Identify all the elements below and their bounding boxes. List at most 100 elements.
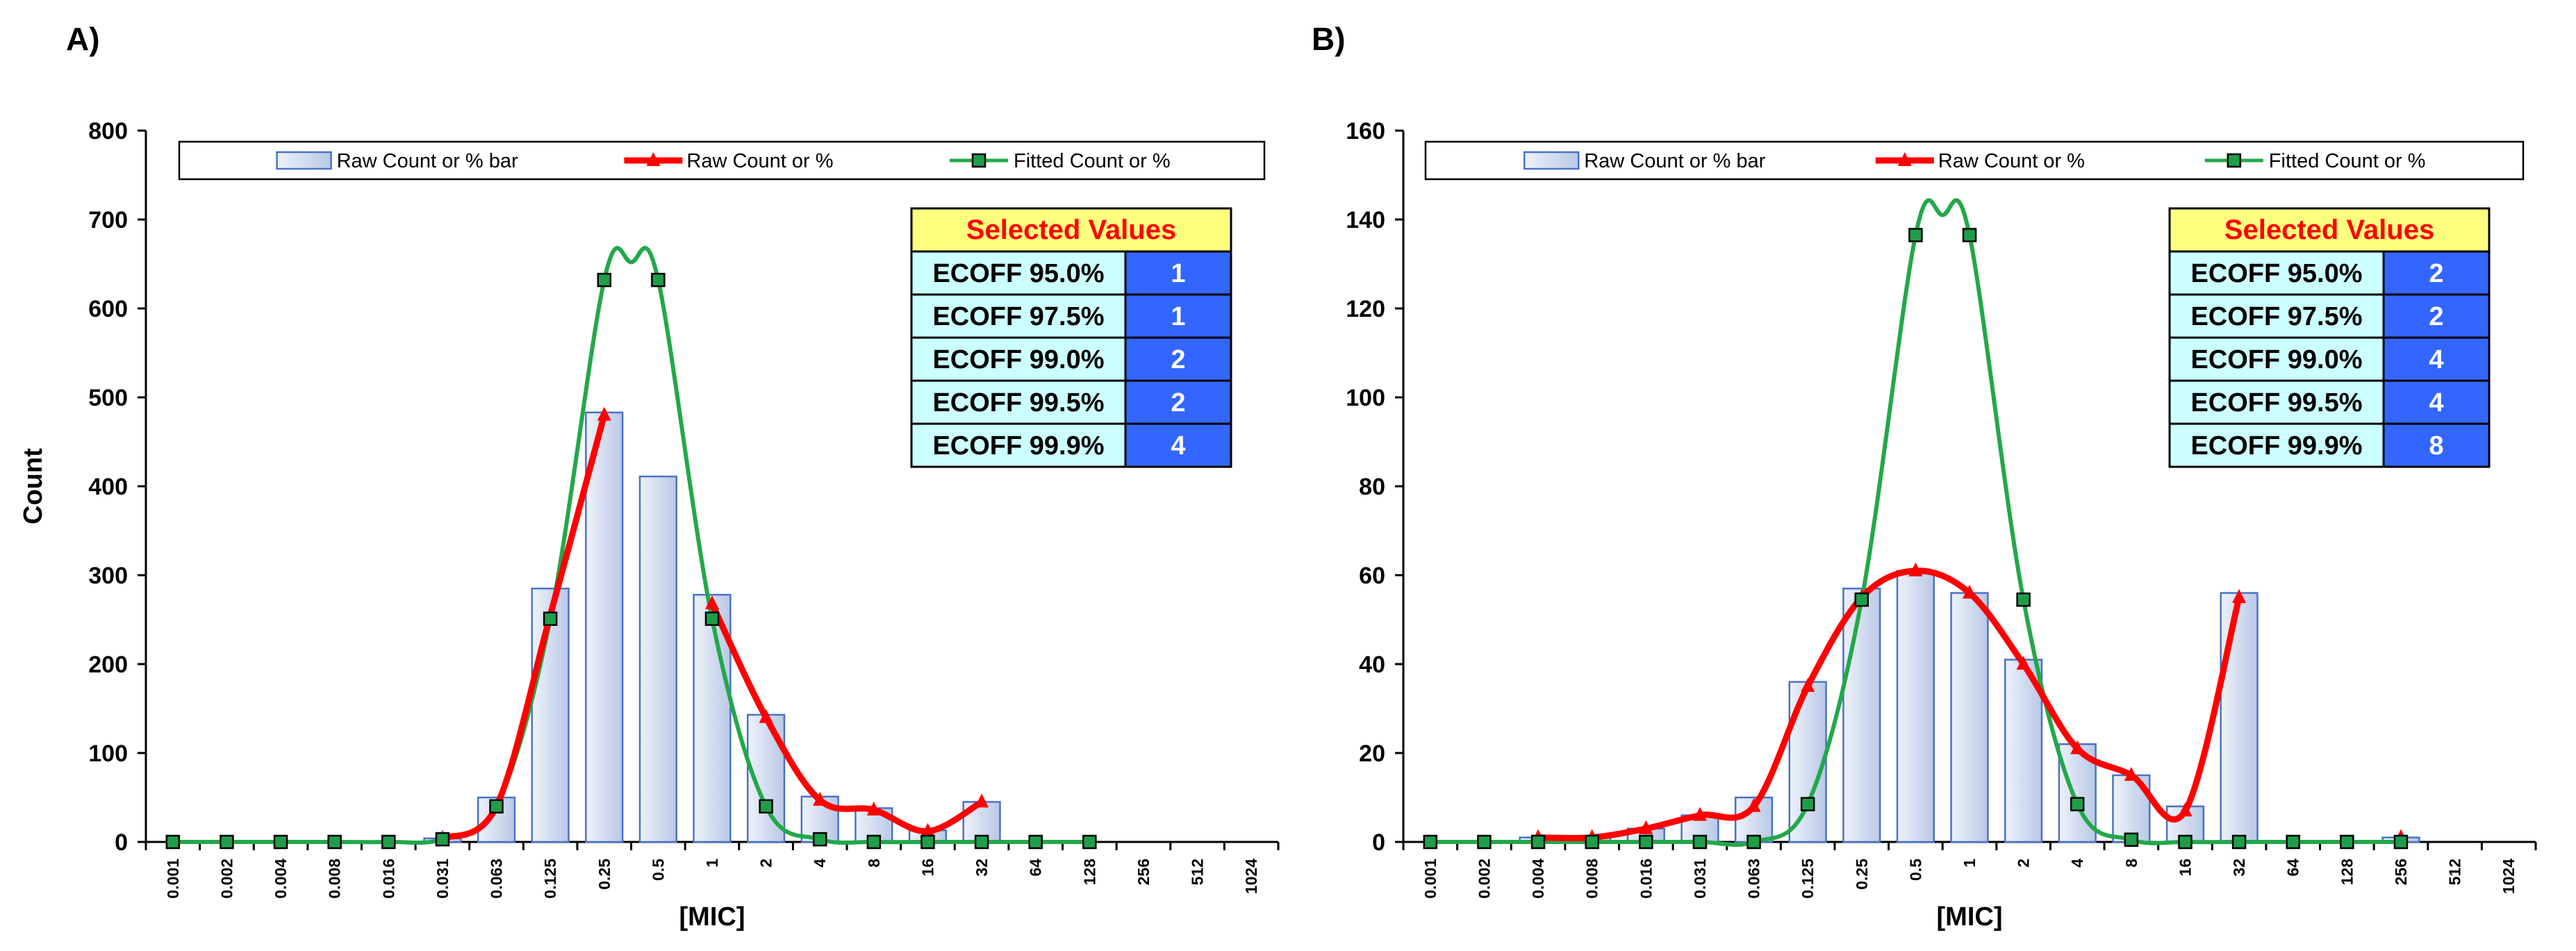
fitted-point-marker [2070,797,2085,811]
x-tick-label: 4 [811,859,829,868]
raw-point-marker [705,595,719,609]
panel-label: A) [66,21,100,57]
y-tick-label: 60 [1359,563,1385,589]
raw-point-marker [813,791,827,806]
y-tick-label: 0 [115,829,128,856]
fitted-point-marker [1800,797,1815,811]
x-tick-label: 0.001 [1421,859,1439,899]
legend-box [1424,140,2525,181]
selected-values-table: Selected Values ECOFF 95.0% 2 ECOFF 97.5% 2 E… [2168,207,2491,468]
fitted-point-marker [2231,834,2247,850]
histogram-bar [1788,681,1827,843]
table-row-label: ECOFF 97.5% [932,302,1104,331]
y-tick-label: 700 [88,207,128,233]
table-row-label: ECOFF 99.5% [932,388,1104,417]
raw-point-marker [1801,678,1815,692]
histogram-bar [477,796,516,843]
y-tick-label: 160 [1346,118,1385,144]
legend-entry-bar: Raw Count or % bar [337,150,518,172]
fitted-point-marker [1082,834,1097,850]
y-tick-label: 300 [88,563,128,589]
fitted-point-marker [1639,834,1653,850]
x-tick-label: 0.25 [1853,859,1871,890]
chart-panel-a: A) 0 100 200 300 400 500 600 700 800 0.001 0.002 0.0… [19,21,1280,932]
fitted-point-marker [1962,228,1977,242]
x-tick-label: 64 [2284,859,2302,877]
x-tick-label: 1 [1960,859,1979,868]
table-label-cell [910,422,1127,468]
chart-panel-b: B) 0 20 40 60 80 100 120 140 160 0.001 0.002 0.004 0.… [1312,21,2537,932]
fitted-point-marker [273,834,288,850]
table-label-cell [2168,422,2385,468]
raw-point-marker [975,793,989,808]
x-tick-label: 0.063 [488,859,506,899]
fitted-point-marker [651,272,666,288]
table-row-value: 1 [1171,302,1185,331]
legend-fit-marker [971,153,986,168]
x-axis-title: [MIC] [1937,902,2003,932]
legend-bar-swatch [1523,151,1580,170]
x-tick-label: 16 [2176,859,2194,877]
selected-values-table: Selected Values ECOFF 95.0% 1 ECOFF 97.5% 1 E… [910,207,1232,468]
histogram-bar [531,587,570,843]
fitted-point-marker [435,832,450,847]
table-row-value: 2 [1171,345,1185,374]
x-tick-label: 1 [703,859,721,868]
histogram-bar [638,475,678,843]
table-title: Selected Values [966,215,1176,245]
x-tick-label: 32 [973,859,991,877]
fitted-point-marker [1530,834,1546,850]
table-row-value: 2 [1171,388,1185,417]
y-tick-label: 0 [1372,829,1385,856]
histogram-bar [2220,592,2259,843]
x-tick-label: 0.5 [649,859,667,881]
raw-point-marker [920,822,935,837]
table-row-value: 4 [1171,431,1185,461]
histogram-bar [585,411,624,843]
fitted-point-marker [2178,834,2193,850]
fitted-point-marker [2340,834,2354,850]
raw-point-marker [2124,767,2138,781]
table-row-label: ECOFF 95.0% [932,259,1104,288]
x-tick-label: 0.031 [434,859,452,899]
raw-point-marker [1639,820,1653,834]
x-tick-label: 0.004 [272,859,290,899]
table-row-value: 1 [1171,259,1185,288]
fitted-point-marker [1747,834,1761,850]
y-tick-label: 800 [88,118,128,144]
x-tick-label: 0.125 [1799,859,1817,899]
fitted-point-marker [489,799,504,814]
x-tick-label: 1024 [1242,859,1260,894]
fitted-point-marker [543,611,558,626]
table-value-cell [2382,379,2491,425]
table-label-cell [2168,250,2385,296]
x-tick-label: 2 [2015,859,2033,868]
y-tick-label: 20 [1359,741,1385,767]
raw-curve [439,412,608,842]
x-tick-label: 16 [918,859,936,877]
fitted-point-marker [1585,834,1599,850]
table-value-cell [1124,336,1232,382]
table-row-value: 8 [2429,431,2443,461]
table-row-label: ECOFF 99.0% [932,345,1104,374]
legend-bar-swatch [276,151,332,170]
legend: Raw Count or % bar Raw Count or % Fitted C… [178,140,1266,181]
legend-entry-fit: Fitted Count or % [1014,150,1171,172]
x-tick-label: 256 [2392,859,2410,885]
fitted-point-marker [974,834,989,850]
table-row-value: 4 [2429,388,2443,417]
table-label-cell [910,336,1127,382]
fitted-point-marker [220,834,234,850]
legend-raw-marker [646,152,661,166]
legend-entry-fit: Fitted Count or % [2269,150,2426,172]
y-tick-label: 40 [1359,652,1385,678]
table-value-cell [1124,422,1232,468]
fitted-point-marker [1423,834,1438,850]
legend: Raw Count or % bar Raw Count or % Fitted C… [1424,140,2525,181]
table-label-cell [910,379,1127,425]
panel-label: B) [1312,21,1346,57]
fitted-point-marker [1908,228,1923,242]
x-tick-label: 4 [2068,859,2086,868]
x-tick-label: 0.125 [541,859,559,899]
